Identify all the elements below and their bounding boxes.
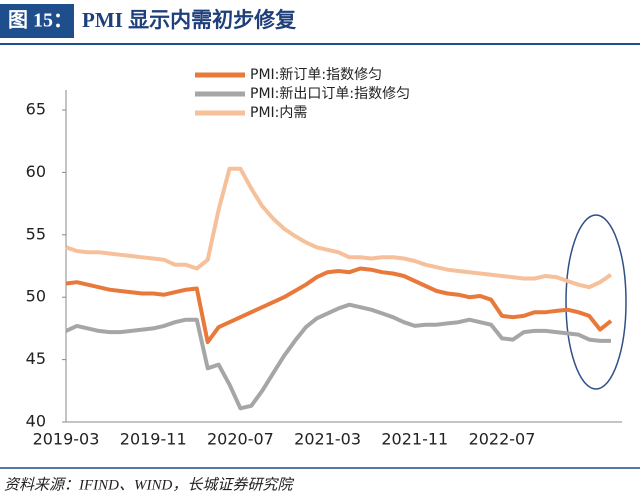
highlight-ellipse <box>565 214 627 390</box>
figure-label-box <box>0 4 74 38</box>
legend-label: PMI:新出口订单:指数修匀 <box>250 86 410 102</box>
series-line <box>65 266 613 345</box>
legend-label: PMI:新订单:指数修匀 <box>250 67 382 83</box>
x-tick-label: 2021-11 <box>381 430 448 449</box>
x-tick-label: 2019-11 <box>120 430 187 449</box>
y-tick-label: 45 <box>26 349 46 368</box>
source: 资料来源：IFIND、WIND，长城证券研究院 <box>4 476 294 493</box>
x-tick-label: 2019-03 <box>33 430 100 449</box>
x-tick-label: 2022-07 <box>469 430 536 449</box>
series-line <box>65 166 613 290</box>
series-line <box>65 302 611 411</box>
y-tick-label: 60 <box>26 162 46 181</box>
x-tick-label: 2021-03 <box>294 430 361 449</box>
y-tick-label: 40 <box>26 412 46 431</box>
chart-title: PMI 显示内需初步修复 <box>82 8 297 32</box>
y-tick-label: 55 <box>26 224 46 243</box>
legend-label: PMI:内需 <box>250 105 307 121</box>
figure-label: 图 15： <box>8 9 73 32</box>
y-tick-label: 65 <box>26 100 46 119</box>
x-tick-label: 2020-07 <box>207 430 274 449</box>
y-tick-label: 50 <box>26 287 46 306</box>
